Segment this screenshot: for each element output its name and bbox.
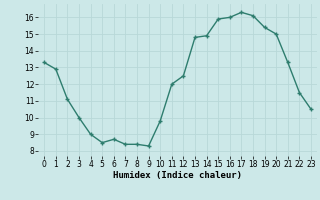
X-axis label: Humidex (Indice chaleur): Humidex (Indice chaleur) <box>113 171 242 180</box>
